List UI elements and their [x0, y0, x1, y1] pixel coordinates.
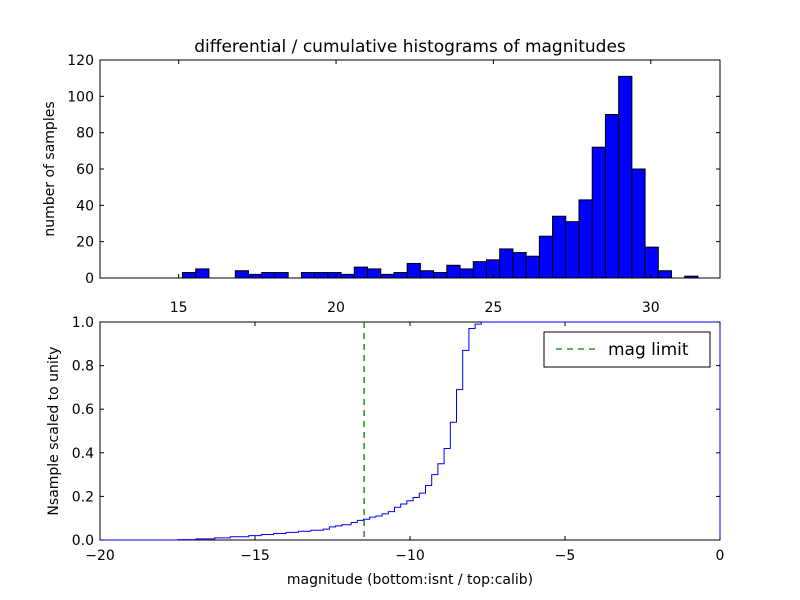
x-tick-label: 30 — [642, 300, 660, 316]
y-tick-label: 0.6 — [72, 402, 94, 418]
cumulative-step-line — [100, 321, 721, 541]
x-tick-label: −15 — [240, 548, 270, 564]
histogram-bar — [512, 252, 527, 279]
y-tick-label: 0.0 — [72, 533, 94, 549]
histogram-bar — [618, 75, 633, 279]
y-tick-label: 0 — [85, 271, 94, 287]
top-x-ticks: 15 20 25 30 — [170, 60, 660, 316]
histogram-bar — [446, 264, 461, 279]
histogram-bar — [578, 199, 593, 279]
histogram-bar — [538, 235, 554, 279]
histogram-bar — [380, 273, 395, 279]
histogram-bar — [631, 168, 646, 279]
top-y-axis-label: number of samples — [42, 101, 58, 236]
x-tick-label: −20 — [85, 548, 115, 564]
chart-title: differential / cumulative histograms of … — [194, 37, 626, 57]
y-tick-label: 120 — [67, 53, 94, 69]
histogram-bar — [393, 272, 408, 279]
y-tick-label: 1.0 — [72, 315, 94, 331]
histogram-bar — [591, 146, 606, 279]
y-tick-label: 60 — [76, 162, 94, 178]
histogram-bar — [565, 221, 580, 279]
histogram-bar — [274, 272, 289, 279]
histogram-bar — [657, 270, 673, 279]
bottom-x-axis-label: magnitude (bottom:isnt / top:calib) — [287, 572, 533, 588]
histogram-bar — [684, 275, 699, 279]
histogram-bar — [419, 270, 435, 279]
histogram-bar — [644, 246, 659, 279]
histogram-bar — [459, 268, 474, 279]
histogram-bar — [195, 268, 210, 279]
legend: mag limit — [543, 331, 711, 368]
histogram-bar — [234, 270, 250, 279]
histogram-bar — [367, 268, 382, 279]
y-tick-label: 20 — [76, 235, 94, 251]
bottom-y-ticks: 0.0 0.2 0.4 0.6 0.8 1.0 — [72, 315, 720, 549]
histogram-bar — [314, 272, 329, 279]
histogram-bar — [327, 272, 342, 279]
x-tick-label: 15 — [170, 300, 188, 316]
x-tick-label: 25 — [484, 300, 502, 316]
y-tick-label: 100 — [67, 89, 94, 105]
x-tick-label: 0 — [716, 548, 725, 564]
y-tick-label: 0.8 — [72, 359, 94, 375]
histogram-bar — [552, 215, 567, 279]
y-tick-label: 0.2 — [72, 489, 94, 505]
top-y-ticks: 0 20 40 60 80 100 120 — [67, 53, 720, 287]
x-tick-label: 20 — [327, 300, 345, 316]
histogram-bar — [499, 248, 514, 279]
bottom-x-ticks: −20 −15 −10 −5 0 — [85, 322, 724, 564]
histogram-bars — [181, 75, 699, 279]
histogram-bar — [433, 272, 448, 279]
histogram-bar — [472, 261, 487, 279]
histogram-bar — [406, 262, 421, 279]
differential-histogram: differential / cumulative histograms of … — [42, 37, 721, 316]
histogram-bar — [353, 266, 369, 279]
histogram-bar — [340, 273, 355, 279]
histogram-bar — [181, 272, 197, 279]
histogram-bar — [261, 272, 276, 279]
x-tick-label: −10 — [395, 548, 425, 564]
cumulative-histogram: 0.0 0.2 0.4 0.6 0.8 1.0 −20 −15 −10 −5 0 Nsample … — [46, 315, 724, 588]
histogram-bar — [300, 272, 316, 279]
histogram-bar — [248, 273, 263, 279]
histogram-bar — [604, 114, 620, 279]
histogram-bar — [525, 255, 540, 279]
y-tick-label: 80 — [76, 126, 94, 142]
y-tick-label: 0.4 — [72, 446, 94, 462]
legend-label-mag-limit: mag limit — [608, 340, 689, 360]
bottom-y-axis-label: Nsample scaled to unity — [46, 346, 62, 515]
x-tick-label: −5 — [555, 548, 576, 564]
y-tick-label: 40 — [76, 198, 94, 214]
